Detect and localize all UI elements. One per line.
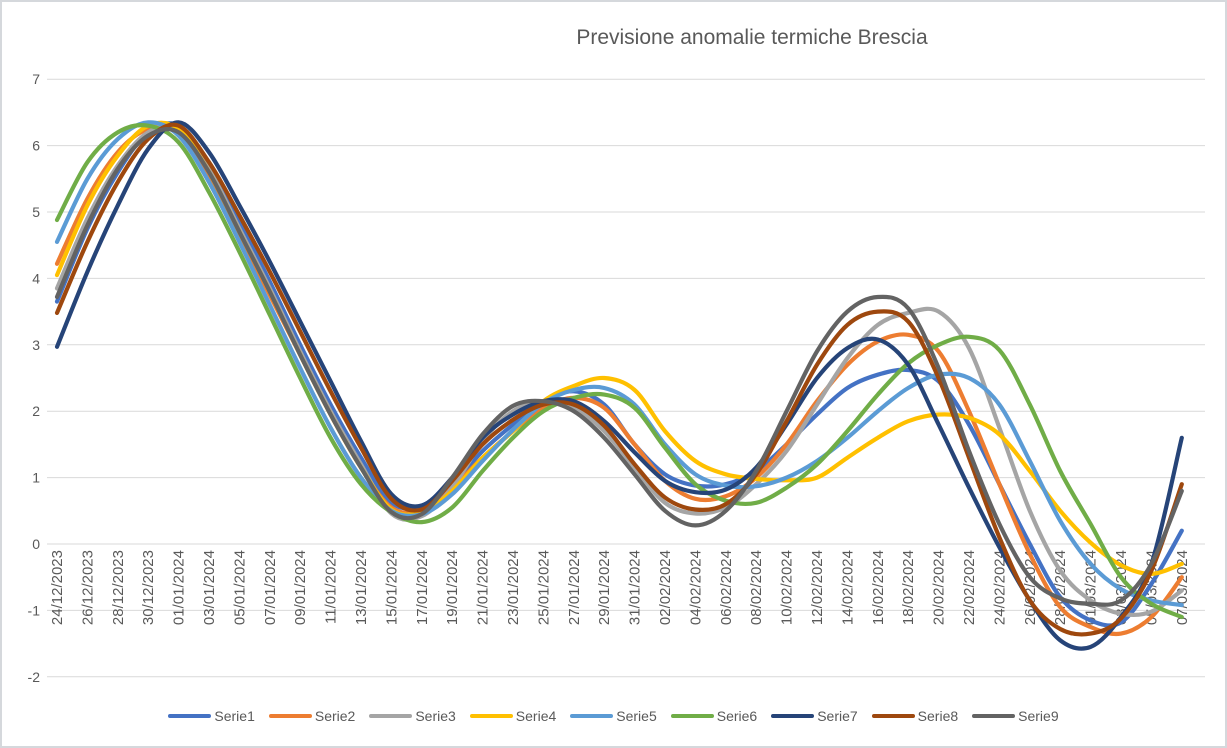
y-axis-label: 3: [32, 337, 40, 353]
x-axis-label: 09/01/2024: [292, 550, 309, 625]
y-axis-label: -1: [28, 602, 41, 618]
y-axis-label: 2: [32, 403, 40, 419]
legend-item-serie3: Serie3: [369, 708, 456, 724]
chart-title: Previsione anomalie termiche Brescia: [576, 26, 928, 49]
legend-line-swatch: [771, 713, 815, 719]
legend-line-swatch: [670, 713, 714, 719]
legend-line-swatch: [469, 713, 513, 719]
legend-label: Serie4: [515, 708, 557, 724]
x-axis-label: 28/02/2024: [1052, 550, 1069, 625]
legend-label: Serie9: [1018, 708, 1059, 724]
y-axis-labels: -2 -1 0 1 2 3 4 5 6 7: [28, 71, 41, 685]
x-axis-label: 12/02/2024: [809, 550, 826, 625]
legend-line-swatch: [168, 713, 212, 719]
x-axis-label: 24/02/2024: [991, 550, 1008, 625]
legend-label: Serie3: [415, 708, 456, 724]
x-axis-label: 04/02/2024: [687, 550, 704, 625]
x-axis-label: 01/01/2024: [171, 550, 188, 625]
legend-item-serie8: Serie8: [871, 708, 959, 724]
x-axis-label: 01/03/2024: [1083, 550, 1100, 625]
legend-item-serie7: Serie7: [771, 708, 858, 724]
x-axis-label: 02/02/2024: [657, 550, 674, 625]
legend-label: Serie8: [917, 708, 959, 724]
y-axis-label: -2: [28, 669, 41, 685]
y-axis-label: 0: [32, 536, 40, 552]
series-lines: [54, 120, 1184, 651]
x-axis-label: 24/12/2023: [49, 550, 66, 625]
x-axis-label: 29/01/2024: [596, 550, 613, 625]
y-axis-label: 4: [32, 270, 40, 286]
y-axis-label: 1: [32, 470, 40, 486]
x-axis-label: 05/01/2024: [231, 550, 248, 625]
x-axis-label: 13/01/2024: [353, 550, 370, 625]
x-axis-label: 26/12/2023: [79, 550, 96, 625]
x-axis-label: 17/01/2024: [414, 550, 431, 625]
series-line-serie9: [54, 126, 1184, 607]
x-axis-label: 23/01/2024: [505, 550, 522, 625]
series-line-serie5: [54, 120, 1184, 608]
x-axis-label: 25/01/2024: [535, 550, 552, 625]
x-axis-label: 28/12/2023: [110, 550, 127, 625]
x-axis-label: 27/01/2024: [566, 550, 583, 625]
x-axis-label: 20/02/2024: [931, 550, 948, 625]
x-axis-label: 11/01/2024: [323, 550, 340, 624]
legend-label: Serie5: [616, 708, 657, 724]
x-axis-label: 10/02/2024: [779, 550, 796, 625]
legend-item-serie1: Serie1: [168, 708, 255, 724]
legend-line-swatch: [871, 713, 915, 719]
x-axis-label: 08/02/2024: [748, 550, 765, 625]
x-axis-label: 15/01/2024: [383, 550, 400, 625]
x-axis-label: 16/02/2024: [870, 550, 887, 625]
x-axis-label: 14/02/2024: [839, 550, 856, 625]
legend-item-serie5: Serie5: [570, 708, 657, 724]
x-axis-label: 18/02/2024: [900, 550, 917, 625]
x-axis-label: 03/01/2024: [201, 550, 218, 625]
legend-line-swatch: [570, 713, 614, 719]
y-axis-label: 7: [32, 71, 40, 87]
x-axis-label: 06/02/2024: [718, 550, 735, 625]
legend-label: Serie7: [817, 708, 858, 724]
gridlines: [47, 78, 1205, 678]
x-axis-label: 30/12/2023: [140, 550, 157, 625]
series-line-serie6: [54, 123, 1184, 620]
series-line-serie8: [54, 122, 1184, 637]
y-axis-label: 5: [32, 204, 40, 220]
legend: Serie1 Serie2 Serie3 Serie4 Serie5 Serie6 Seri…: [2, 708, 1225, 724]
series-line-serie7: [54, 120, 1184, 651]
legend-line-swatch: [972, 713, 1016, 719]
legend-label: Serie2: [314, 708, 356, 724]
legend-line-swatch: [268, 713, 312, 719]
x-axis-label: 21/01/2024: [475, 550, 492, 625]
x-axis-label: 22/02/2024: [961, 550, 978, 625]
legend-item-serie4: Serie4: [469, 708, 557, 724]
legend-line-swatch: [369, 713, 413, 719]
legend-label: Serie6: [716, 708, 758, 724]
legend-item-serie9: Serie9: [972, 708, 1059, 724]
y-axis-label: 6: [32, 138, 40, 154]
legend-label: Serie1: [214, 708, 255, 724]
x-axis-label: 31/01/2024: [627, 550, 644, 625]
legend-item-serie6: Serie6: [670, 708, 758, 724]
x-axis-label: 07/01/2024: [262, 550, 279, 625]
x-axis-label: 19/01/2024: [444, 550, 461, 625]
legend-item-serie2: Serie2: [268, 708, 356, 724]
